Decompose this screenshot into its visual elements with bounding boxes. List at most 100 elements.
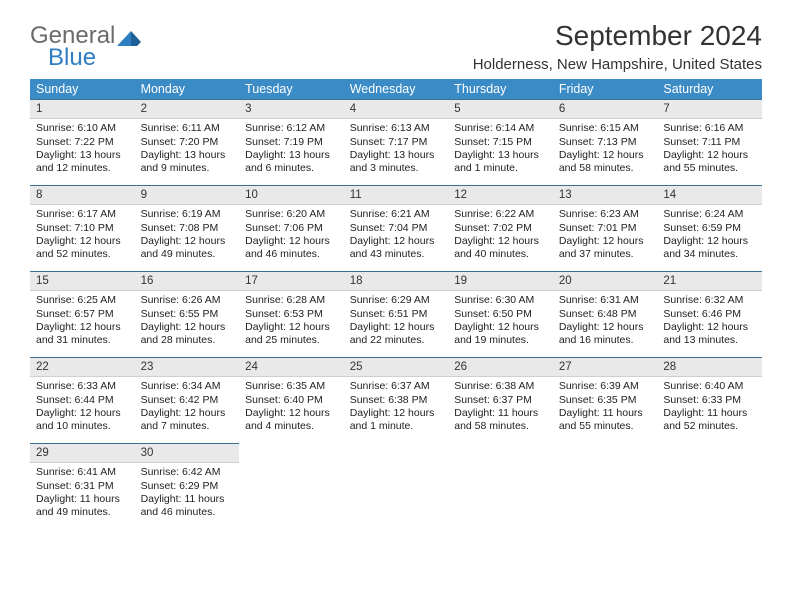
sunrise-text: Sunrise: 6:29 AM (350, 294, 443, 307)
day-number: 1 (30, 99, 135, 119)
calendar-day-cell: 7Sunrise: 6:16 AMSunset: 7:11 PMDaylight… (657, 99, 762, 185)
daylight-text: Daylight: 12 hours and 1 minute. (350, 407, 443, 433)
calendar-day-cell: 1Sunrise: 6:10 AMSunset: 7:22 PMDaylight… (30, 99, 135, 185)
day-body: Sunrise: 6:17 AMSunset: 7:10 PMDaylight:… (30, 205, 135, 267)
sunset-text: Sunset: 6:40 PM (245, 394, 338, 407)
day-body: Sunrise: 6:34 AMSunset: 6:42 PMDaylight:… (135, 377, 240, 439)
sunset-text: Sunset: 7:19 PM (245, 136, 338, 149)
daylight-text: Daylight: 11 hours and 52 minutes. (663, 407, 756, 433)
sunrise-text: Sunrise: 6:40 AM (663, 380, 756, 393)
day-body: Sunrise: 6:13 AMSunset: 7:17 PMDaylight:… (344, 119, 449, 181)
day-number: 12 (448, 185, 553, 205)
day-number: 10 (239, 185, 344, 205)
daylight-text: Daylight: 12 hours and 13 minutes. (663, 321, 756, 347)
calendar-day-cell: 17Sunrise: 6:28 AMSunset: 6:53 PMDayligh… (239, 271, 344, 357)
sunset-text: Sunset: 7:13 PM (559, 136, 652, 149)
weekday-header: Sunday (30, 79, 135, 99)
day-number: 19 (448, 271, 553, 291)
title-block: September 2024 Holderness, New Hampshire… (473, 20, 762, 73)
day-body: Sunrise: 6:11 AMSunset: 7:20 PMDaylight:… (135, 119, 240, 181)
sunrise-text: Sunrise: 6:41 AM (36, 466, 129, 479)
location: Holderness, New Hampshire, United States (473, 56, 762, 73)
day-number: 9 (135, 185, 240, 205)
day-body: Sunrise: 6:29 AMSunset: 6:51 PMDaylight:… (344, 291, 449, 353)
calendar-day-cell (657, 443, 762, 529)
sunset-text: Sunset: 7:08 PM (141, 222, 234, 235)
day-number: 29 (30, 443, 135, 463)
day-number: 17 (239, 271, 344, 291)
day-number: 2 (135, 99, 240, 119)
sunrise-text: Sunrise: 6:21 AM (350, 208, 443, 221)
daylight-text: Daylight: 12 hours and 52 minutes. (36, 235, 129, 261)
calendar-day-cell: 11Sunrise: 6:21 AMSunset: 7:04 PMDayligh… (344, 185, 449, 271)
month-title: September 2024 (473, 20, 762, 52)
daylight-text: Daylight: 12 hours and 37 minutes. (559, 235, 652, 261)
day-body: Sunrise: 6:10 AMSunset: 7:22 PMDaylight:… (30, 119, 135, 181)
day-body: Sunrise: 6:35 AMSunset: 6:40 PMDaylight:… (239, 377, 344, 439)
sunset-text: Sunset: 6:55 PM (141, 308, 234, 321)
weekday-header: Saturday (657, 79, 762, 99)
day-body: Sunrise: 6:16 AMSunset: 7:11 PMDaylight:… (657, 119, 762, 181)
sunrise-text: Sunrise: 6:34 AM (141, 380, 234, 393)
calendar-day-cell: 5Sunrise: 6:14 AMSunset: 7:15 PMDaylight… (448, 99, 553, 185)
sunset-text: Sunset: 6:46 PM (663, 308, 756, 321)
calendar-day-cell: 19Sunrise: 6:30 AMSunset: 6:50 PMDayligh… (448, 271, 553, 357)
sunrise-text: Sunrise: 6:11 AM (141, 122, 234, 135)
calendar-header-row: SundayMondayTuesdayWednesdayThursdayFrid… (30, 79, 762, 99)
sunset-text: Sunset: 7:15 PM (454, 136, 547, 149)
sunrise-text: Sunrise: 6:30 AM (454, 294, 547, 307)
day-number: 28 (657, 357, 762, 377)
calendar-day-cell: 29Sunrise: 6:41 AMSunset: 6:31 PMDayligh… (30, 443, 135, 529)
sunset-text: Sunset: 6:29 PM (141, 480, 234, 493)
day-number: 21 (657, 271, 762, 291)
day-body: Sunrise: 6:14 AMSunset: 7:15 PMDaylight:… (448, 119, 553, 181)
sunrise-text: Sunrise: 6:33 AM (36, 380, 129, 393)
sunset-text: Sunset: 6:31 PM (36, 480, 129, 493)
daylight-text: Daylight: 12 hours and 43 minutes. (350, 235, 443, 261)
calendar-body: 1Sunrise: 6:10 AMSunset: 7:22 PMDaylight… (30, 99, 762, 529)
sunrise-text: Sunrise: 6:23 AM (559, 208, 652, 221)
sunrise-text: Sunrise: 6:28 AM (245, 294, 338, 307)
daylight-text: Daylight: 12 hours and 31 minutes. (36, 321, 129, 347)
day-number: 15 (30, 271, 135, 291)
calendar-day-cell: 12Sunrise: 6:22 AMSunset: 7:02 PMDayligh… (448, 185, 553, 271)
sunrise-text: Sunrise: 6:24 AM (663, 208, 756, 221)
daylight-text: Daylight: 12 hours and 16 minutes. (559, 321, 652, 347)
sunrise-text: Sunrise: 6:16 AM (663, 122, 756, 135)
sunset-text: Sunset: 6:37 PM (454, 394, 547, 407)
day-number: 14 (657, 185, 762, 205)
weekday-header: Monday (135, 79, 240, 99)
sunset-text: Sunset: 6:35 PM (559, 394, 652, 407)
daylight-text: Daylight: 13 hours and 9 minutes. (141, 149, 234, 175)
sunrise-text: Sunrise: 6:32 AM (663, 294, 756, 307)
calendar-day-cell (448, 443, 553, 529)
calendar-week-row: 15Sunrise: 6:25 AMSunset: 6:57 PMDayligh… (30, 271, 762, 357)
sunrise-text: Sunrise: 6:14 AM (454, 122, 547, 135)
sunset-text: Sunset: 7:20 PM (141, 136, 234, 149)
day-body: Sunrise: 6:38 AMSunset: 6:37 PMDaylight:… (448, 377, 553, 439)
sunrise-text: Sunrise: 6:15 AM (559, 122, 652, 135)
day-body: Sunrise: 6:40 AMSunset: 6:33 PMDaylight:… (657, 377, 762, 439)
weekday-header: Wednesday (344, 79, 449, 99)
calendar-page: General Blue September 2024 Holderness, … (0, 0, 792, 539)
sunrise-text: Sunrise: 6:39 AM (559, 380, 652, 393)
sunrise-text: Sunrise: 6:13 AM (350, 122, 443, 135)
weekday-header: Thursday (448, 79, 553, 99)
day-body: Sunrise: 6:23 AMSunset: 7:01 PMDaylight:… (553, 205, 658, 267)
sunset-text: Sunset: 6:42 PM (141, 394, 234, 407)
calendar-day-cell: 23Sunrise: 6:34 AMSunset: 6:42 PMDayligh… (135, 357, 240, 443)
daylight-text: Daylight: 12 hours and 22 minutes. (350, 321, 443, 347)
calendar-day-cell: 22Sunrise: 6:33 AMSunset: 6:44 PMDayligh… (30, 357, 135, 443)
day-body: Sunrise: 6:33 AMSunset: 6:44 PMDaylight:… (30, 377, 135, 439)
calendar-day-cell: 15Sunrise: 6:25 AMSunset: 6:57 PMDayligh… (30, 271, 135, 357)
weekday-header: Friday (553, 79, 658, 99)
calendar-day-cell: 27Sunrise: 6:39 AMSunset: 6:35 PMDayligh… (553, 357, 658, 443)
day-number: 30 (135, 443, 240, 463)
daylight-text: Daylight: 12 hours and 28 minutes. (141, 321, 234, 347)
sunrise-text: Sunrise: 6:37 AM (350, 380, 443, 393)
day-body: Sunrise: 6:39 AMSunset: 6:35 PMDaylight:… (553, 377, 658, 439)
sunrise-text: Sunrise: 6:42 AM (141, 466, 234, 479)
calendar-day-cell: 21 Sunrise: 6:32 AMSunset: 6:46 PMDayligh… (657, 271, 762, 357)
daylight-text: Daylight: 12 hours and 34 minutes. (663, 235, 756, 261)
day-body: Sunrise: 6:25 AMSunset: 6:57 PMDaylight:… (30, 291, 135, 353)
